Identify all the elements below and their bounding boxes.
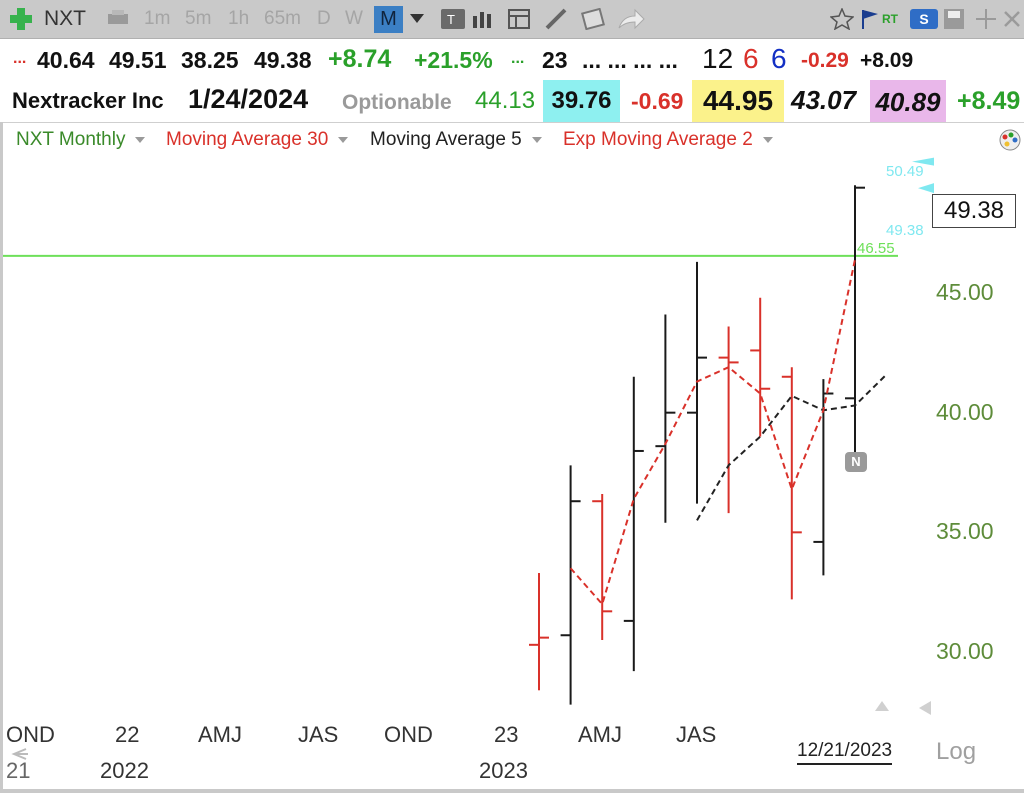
low-value: 38.25 xyxy=(181,47,239,73)
x-tick-label: OND xyxy=(384,722,433,747)
x-tick-label: JAS xyxy=(298,722,339,747)
open-value: 40.64 xyxy=(37,47,95,73)
chart-type-icon[interactable]: T xyxy=(441,9,465,29)
x-tick-label: AMJ xyxy=(198,722,242,747)
move-icon[interactable] xyxy=(975,8,997,30)
chevron-down-icon[interactable] xyxy=(762,136,773,143)
star-icon[interactable] xyxy=(830,8,854,30)
scroll-left-icon[interactable] xyxy=(8,745,30,763)
scroll-left-arrow-icon[interactable] xyxy=(918,700,932,716)
last-pointer xyxy=(918,183,934,194)
share-arrow-icon[interactable] xyxy=(617,8,645,30)
add-symbol-icon[interactable] xyxy=(10,8,32,30)
x-tick-label: AMJ xyxy=(578,722,622,747)
timeframe-d[interactable]: D xyxy=(317,8,331,29)
save-icon[interactable] xyxy=(943,8,965,30)
study-ma5-label: Moving Average 5 xyxy=(370,129,522,150)
price-chart[interactable] xyxy=(0,157,1024,789)
value-39-76: 39.76 xyxy=(543,80,620,122)
y-tick-label: 30.00 xyxy=(936,638,994,664)
quote-row-1: ... 40.64 49.51 38.25 49.38 +8.74 +21.5%… xyxy=(0,40,1024,82)
close-value: 49.38 xyxy=(254,47,312,73)
x-year-label: 2023 xyxy=(479,758,528,783)
dots-black: ... ... ... ... xyxy=(582,47,678,73)
field-23: 23 xyxy=(542,47,568,73)
ma5-line xyxy=(696,373,888,521)
company-name: Nextracker Inc xyxy=(12,88,164,113)
change-value: +8.74 xyxy=(328,45,392,73)
tag-high: 50.49 xyxy=(886,163,924,180)
dots-red: ... xyxy=(13,50,27,67)
layers-icon[interactable] xyxy=(581,8,607,30)
high-pointer xyxy=(912,157,934,166)
ema2-line xyxy=(569,259,856,607)
tag-horizontal-line: 46.55 xyxy=(857,240,895,257)
y-tick-label: 40.00 xyxy=(936,398,994,425)
s-button[interactable]: S xyxy=(910,9,938,29)
dropdown-arrow-icon[interactable] xyxy=(410,14,424,24)
studies-bar: NXT Monthly Moving Average 30 Moving Ave… xyxy=(0,123,1024,157)
calculator-icon[interactable] xyxy=(508,9,532,29)
pencil-icon[interactable] xyxy=(545,8,567,30)
last-date-stamp: 12/21/2023 xyxy=(797,740,893,765)
study-main-label: NXT Monthly xyxy=(16,129,126,150)
study-ma30-label: Moving Average 30 xyxy=(166,129,329,150)
study-ma30[interactable]: Moving Average 30 xyxy=(166,123,349,157)
study-ma5[interactable]: Moving Average 5 xyxy=(370,123,542,157)
x-tick-label-partial: 21 xyxy=(6,758,31,783)
study-ema2[interactable]: Exp Moving Average 2 xyxy=(563,123,773,157)
scroll-up-icon[interactable] xyxy=(874,700,890,712)
change-pct-value: +21.5% xyxy=(414,47,493,73)
flag-icon[interactable] xyxy=(860,8,880,30)
pos-change: +8.09 xyxy=(860,49,914,72)
dots-green: ... xyxy=(511,50,525,67)
timeframe-65m[interactable]: 65m xyxy=(264,8,301,29)
y-tick-label: 45.00 xyxy=(936,279,994,305)
study-main[interactable]: NXT Monthly xyxy=(16,123,146,157)
count-12: 12 xyxy=(702,43,734,74)
high-value: 49.51 xyxy=(109,47,167,73)
toolbar: NXT 1m 5m 1h 65m D W M T RT S xyxy=(0,0,1024,39)
timeframe-w[interactable]: W xyxy=(345,8,363,29)
chevron-down-icon[interactable] xyxy=(531,136,542,143)
count-red-6: 6 xyxy=(743,43,759,74)
timeframe-m-active[interactable]: M xyxy=(374,6,403,33)
chevron-down-icon[interactable] xyxy=(135,136,146,143)
value-pos-8-49: +8.49 xyxy=(957,87,1021,115)
optionable-label: Optionable xyxy=(342,91,452,114)
realtime-label[interactable]: RT xyxy=(882,12,898,26)
timeframe-1m[interactable]: 1m xyxy=(144,8,171,29)
x-tick-label: 22 xyxy=(115,722,140,747)
palette-icon[interactable] xyxy=(998,129,1022,151)
log-scale-toggle[interactable]: Log xyxy=(936,738,977,765)
symbol-label[interactable]: NXT xyxy=(44,7,86,30)
timeframe-1h[interactable]: 1h xyxy=(228,8,250,29)
close-icon[interactable] xyxy=(1003,10,1021,28)
left-border xyxy=(0,122,3,793)
study-ema2-label: Exp Moving Average 2 xyxy=(563,129,753,150)
x-tick-label: 23 xyxy=(494,722,519,747)
value-43-07: 43.07 xyxy=(791,85,857,115)
tag-mid: 49.38 xyxy=(886,222,924,239)
value-neg-0-69: -0.69 xyxy=(631,88,684,114)
chevron-down-icon[interactable] xyxy=(338,136,349,143)
quote-row-2: Nextracker Inc 1/24/2024 Optionable 44.1… xyxy=(0,80,1024,123)
printer-icon[interactable] xyxy=(106,10,130,28)
value-44-13: 44.13 xyxy=(475,87,536,114)
x-year-label: 2022 xyxy=(100,758,149,783)
neg-change: -0.29 xyxy=(801,49,849,72)
last-price-box: 49.38 xyxy=(932,194,1016,228)
news-badge[interactable]: N xyxy=(845,452,867,472)
bottom-border xyxy=(0,789,1024,793)
quote-date: 1/24/2024 xyxy=(188,84,309,114)
x-tick-label: JAS xyxy=(676,722,717,747)
timeframe-5m[interactable]: 5m xyxy=(185,8,212,29)
y-tick-label: 35.00 xyxy=(936,518,994,545)
count-blue-6: 6 xyxy=(771,43,787,74)
bar-chart-icon[interactable] xyxy=(472,10,496,28)
svg-text:T: T xyxy=(447,12,455,27)
x-tick-label: OND xyxy=(6,722,55,747)
value-44-95: 44.95 xyxy=(692,80,784,122)
value-40-89: 40.89 xyxy=(870,80,946,122)
